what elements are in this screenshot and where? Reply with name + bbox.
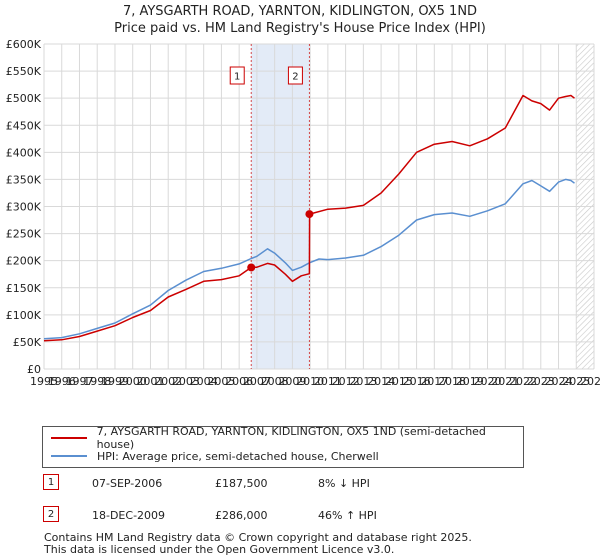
legend-item-property: 7, AYSGARTH ROAD, YARNTON, KIDLINGTON, O… bbox=[51, 425, 523, 451]
x-tick-label: 2016 bbox=[403, 375, 431, 388]
x-tick-label: 2006 bbox=[225, 375, 253, 388]
footer: Contains HM Land Registry data © Crown c… bbox=[44, 532, 472, 556]
x-tick-label: 2020 bbox=[474, 375, 502, 388]
y-tick-label: £0 bbox=[27, 363, 41, 376]
legend: 7, AYSGARTH ROAD, YARNTON, KIDLINGTON, O… bbox=[42, 425, 524, 468]
annotation-label: 2 bbox=[292, 72, 298, 83]
chart-subtitle: Price paid vs. HM Land Registry's House … bbox=[114, 21, 486, 36]
sale-point bbox=[247, 263, 256, 272]
x-tick-label: 2019 bbox=[456, 375, 484, 388]
x-tick-label: 1998 bbox=[83, 375, 111, 388]
transaction-hpi-change: 46% ↑ HPI bbox=[318, 509, 377, 522]
x-tick-label: 2008 bbox=[261, 375, 289, 388]
footer-licence: This data is licensed under the Open Gov… bbox=[44, 543, 395, 556]
transaction-marker: 1 bbox=[43, 474, 59, 490]
x-tick-label: 2021 bbox=[491, 375, 519, 388]
legend-label-hpi: HPI: Average price, semi-detached house,… bbox=[97, 449, 379, 463]
x-tick-label: 2018 bbox=[438, 375, 466, 388]
transaction-marker: 2 bbox=[43, 506, 59, 522]
price-chart: 1 2 £0 £50K £100K £150K £200K £250K £300K £350K £4… bbox=[6, 38, 600, 388]
y-tick-label: £50K bbox=[13, 336, 42, 349]
x-tick-label: 2017 bbox=[420, 375, 448, 388]
chart-title: 7, AYSGARTH ROAD, YARNTON, KIDLINGTON, O… bbox=[122, 4, 478, 19]
legend-label-property: 7, AYSGARTH ROAD, YARNTON, KIDLINGTON, O… bbox=[96, 425, 486, 451]
y-tick-label: £550K bbox=[6, 65, 42, 78]
annotation-label: 1 bbox=[234, 72, 240, 83]
x-tick-label: 2025 bbox=[562, 375, 590, 388]
transaction-date: 18-DEC-2009 bbox=[92, 509, 166, 522]
y-tick-label: £300K bbox=[6, 201, 42, 214]
x-tick-label: 2009 bbox=[278, 375, 306, 388]
footer-copyright: Contains HM Land Registry data © Crown c… bbox=[44, 531, 472, 544]
annotation-box bbox=[229, 66, 245, 85]
x-tick-label: 2002 bbox=[154, 375, 182, 388]
x-tick-label: 2015 bbox=[385, 375, 413, 388]
y-tick-label: £100K bbox=[6, 309, 42, 322]
y-tick-label: £150K bbox=[6, 282, 42, 295]
x-tick-label: 2010 bbox=[296, 375, 324, 388]
x-tick-label: 2011 bbox=[314, 375, 342, 388]
y-tick-label: £400K bbox=[6, 146, 42, 159]
x-tick-label: 2004 bbox=[190, 375, 218, 388]
x-tick-label: 2022 bbox=[509, 375, 537, 388]
x-tick-label: 2024 bbox=[545, 375, 573, 388]
annotation-box bbox=[287, 66, 303, 85]
y-tick-label: £200K bbox=[6, 255, 42, 268]
x-tick-label: 2005 bbox=[207, 375, 235, 388]
x-tick-label: 1997 bbox=[65, 375, 93, 388]
transaction-price: £187,500 bbox=[215, 477, 268, 490]
transaction-price: £286,000 bbox=[215, 509, 268, 522]
x-tick-label: 2026 bbox=[580, 375, 600, 388]
legend-swatch-property bbox=[51, 437, 87, 439]
hpi-series-line bbox=[43, 178, 575, 340]
x-tick-label: 2012 bbox=[332, 375, 360, 388]
transaction-hpi-change: 8% ↓ HPI bbox=[318, 477, 370, 490]
y-tick-label: £600K bbox=[6, 38, 42, 51]
x-tick-label: 1999 bbox=[101, 375, 129, 388]
sale-point bbox=[305, 210, 314, 219]
x-tick-label: 2000 bbox=[119, 375, 147, 388]
x-tick-label: 1996 bbox=[48, 375, 76, 388]
legend-item-hpi: HPI: Average price, semi-detached house,… bbox=[51, 448, 379, 464]
x-tick-label: 2013 bbox=[349, 375, 377, 388]
x-tick-label: 1995 bbox=[30, 375, 58, 388]
y-tick-label: £450K bbox=[6, 119, 42, 132]
x-tick-label: 2014 bbox=[367, 375, 395, 388]
x-tick-label: 2001 bbox=[136, 375, 164, 388]
x-tick-label: 2007 bbox=[243, 375, 271, 388]
legend-swatch-hpi bbox=[51, 455, 87, 457]
transaction-date: 07-SEP-2006 bbox=[92, 477, 163, 490]
x-tick-label: 2023 bbox=[527, 375, 555, 388]
y-tick-label: £350K bbox=[6, 173, 42, 186]
y-tick-label: £250K bbox=[6, 228, 42, 241]
x-tick-label: 2003 bbox=[172, 375, 200, 388]
y-tick-label: £500K bbox=[6, 92, 42, 105]
